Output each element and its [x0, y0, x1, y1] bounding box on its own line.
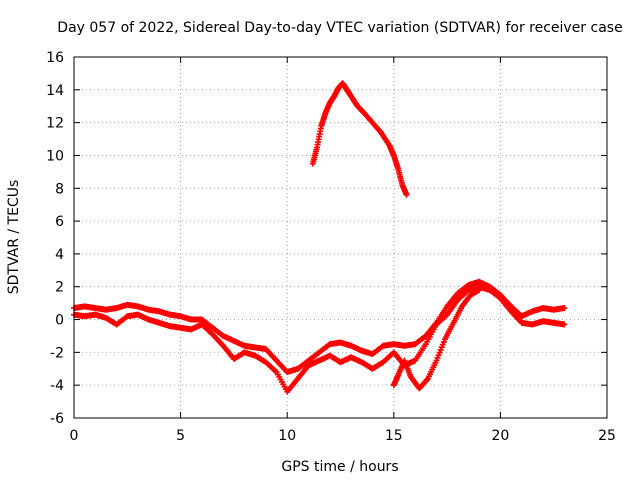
y-tick-label: -4: [50, 378, 64, 394]
x-axis-label: GPS time / hours: [281, 459, 398, 475]
data-point: [476, 287, 483, 294]
grid-lines: [74, 57, 607, 418]
y-tick-label: 2: [55, 280, 64, 296]
plot-frame: [73, 56, 608, 419]
x-tick-label: 0: [70, 428, 79, 444]
y-tick-label: -6: [50, 411, 64, 427]
y-tick-label: 4: [55, 247, 64, 263]
x-tick-label: 10: [278, 428, 296, 444]
chart-title: Day 057 of 2022, Sidereal Day-to-day VTE…: [57, 20, 622, 36]
y-tick-label: 10: [46, 148, 64, 164]
y-tick-label: 0: [55, 313, 64, 329]
x-tick-label: 15: [385, 428, 403, 444]
y-tick-label: 16: [46, 50, 64, 66]
data-points: [71, 80, 568, 395]
y-tick-label: -2: [50, 345, 64, 361]
x-tick-label: 20: [491, 428, 509, 444]
x-tick-label: 25: [598, 428, 616, 444]
y-tick-label: 8: [55, 181, 64, 197]
y-axis-label: SDTVAR / TECUs: [6, 180, 22, 295]
data-point: [561, 305, 568, 312]
data-point: [561, 321, 568, 328]
y-tick-label: 12: [46, 116, 64, 132]
y-tick-label: 14: [46, 83, 64, 99]
x-tick-label: 5: [176, 428, 185, 444]
data-point: [403, 191, 410, 198]
y-tick-label: 6: [55, 214, 64, 230]
